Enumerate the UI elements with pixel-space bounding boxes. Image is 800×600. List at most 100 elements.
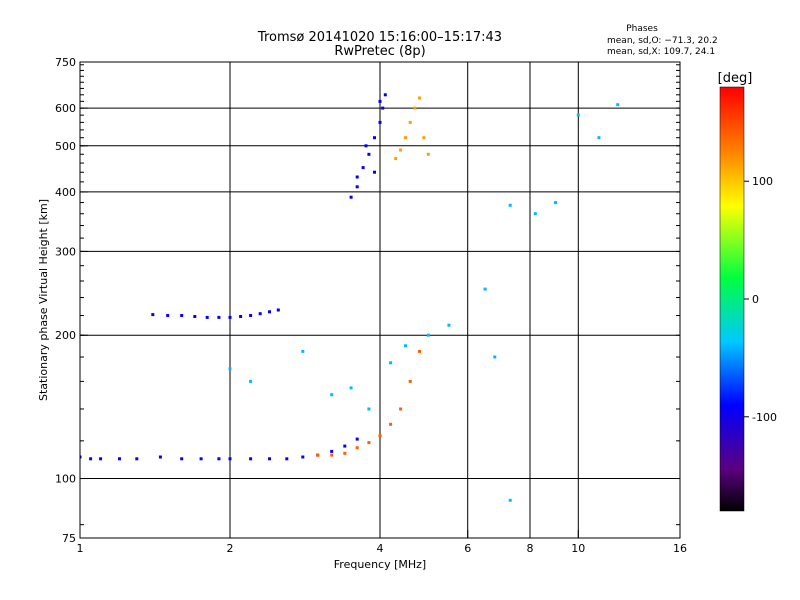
data-point (404, 136, 407, 140)
data-point (217, 315, 221, 319)
data-point (616, 103, 620, 107)
data-point (508, 203, 512, 207)
colorbar-ticks: 100 0 -100 (744, 175, 777, 424)
y-tick-label: 500 (55, 140, 76, 153)
data-point (193, 315, 197, 318)
data-point (276, 308, 280, 312)
data-point (80, 455, 82, 459)
data-point (180, 314, 184, 317)
data-point (217, 457, 221, 461)
data-point (378, 120, 382, 124)
data-point (249, 379, 253, 383)
data-point (361, 166, 365, 170)
data-point (268, 457, 271, 461)
x-tick-label: 2 (227, 542, 234, 555)
y-tick-label: 75 (62, 532, 76, 545)
data-point (418, 96, 421, 100)
y-tick-label: 600 (55, 102, 76, 115)
y-tick-label: 300 (55, 245, 76, 258)
data-point (378, 99, 382, 103)
data-point (301, 349, 305, 353)
phase-line-x: mean, sd,X: 109.7, 24.1 (607, 47, 715, 57)
colorbar-tick-label: 0 (752, 293, 759, 306)
x-tick-label: 4 (377, 542, 384, 555)
data-point (394, 157, 398, 161)
data-point (367, 152, 371, 156)
chart-subtitle: RwPretec (8p) (334, 44, 425, 59)
data-point (508, 498, 512, 502)
data-point (349, 386, 353, 390)
x-tick-label: 10 (571, 542, 585, 555)
data-point (343, 451, 347, 455)
data-point (426, 152, 430, 156)
data-point (447, 323, 451, 327)
data-point (597, 136, 601, 140)
x-tick-label: 8 (527, 542, 534, 555)
data-point (301, 455, 305, 459)
data-point (413, 106, 417, 110)
data-point (533, 212, 537, 216)
data-point (399, 407, 403, 411)
data-point (330, 453, 334, 457)
data-point (378, 434, 382, 438)
chart-title: Tromsø 20141020 15:16:00–15:17:43 (257, 30, 502, 45)
data-point (343, 444, 347, 448)
data-point (228, 367, 232, 371)
data-point (355, 175, 359, 179)
phase-heading: Phases (626, 24, 658, 34)
data-point (576, 113, 580, 117)
data-point (330, 449, 334, 453)
data-point (330, 393, 334, 397)
colorbar-label: [deg] (718, 71, 753, 86)
y-tick-label: 400 (55, 186, 76, 199)
y-tick-label: 100 (55, 473, 76, 486)
data-point (135, 457, 139, 461)
data-point (89, 457, 93, 461)
data-point (166, 314, 170, 317)
y-tick-label: 200 (55, 329, 76, 342)
data-point (355, 437, 359, 441)
data-point (426, 333, 430, 337)
data-point (239, 315, 243, 318)
data-point (364, 144, 368, 148)
data-point (249, 314, 253, 317)
data-point (355, 185, 359, 189)
data-point (483, 287, 487, 291)
y-axis-label: Stationary phase Virtual Height [km] (37, 199, 50, 401)
data-point (554, 201, 557, 205)
data-point (389, 422, 393, 426)
data-point (373, 136, 376, 140)
data-point (228, 315, 232, 319)
data-point (422, 136, 426, 140)
x-tick-label: 1 (77, 542, 84, 555)
data-point (349, 195, 353, 199)
data-point (285, 457, 289, 461)
data-point (389, 361, 393, 365)
data-point (249, 457, 253, 461)
data-point (418, 349, 421, 353)
data-point (355, 446, 359, 450)
data-point (258, 312, 262, 316)
data-point (408, 379, 412, 383)
data-point (180, 457, 184, 461)
data-point (99, 457, 103, 461)
data-point (158, 455, 162, 459)
colorbar (719, 86, 745, 512)
colorbar-tick-label: -100 (752, 411, 777, 424)
data-point (404, 344, 407, 348)
phase-line-o: mean, sd,O: −71.3, 20.2 (607, 36, 718, 46)
data-point (373, 170, 376, 174)
data-point (408, 120, 412, 124)
data-point (493, 355, 497, 359)
data-point (151, 313, 155, 317)
data-point (316, 453, 320, 457)
data-point (383, 93, 387, 97)
x-tick-label: 6 (464, 542, 471, 555)
data-point (367, 441, 371, 445)
data-point (367, 407, 371, 411)
data-point (228, 457, 232, 461)
y-tick-label: 750 (55, 56, 76, 69)
axis-ticks: 1 2 4 6 8 10 16 75 100 200 300 400 500 600 750 (55, 56, 687, 555)
data-point (381, 106, 385, 110)
